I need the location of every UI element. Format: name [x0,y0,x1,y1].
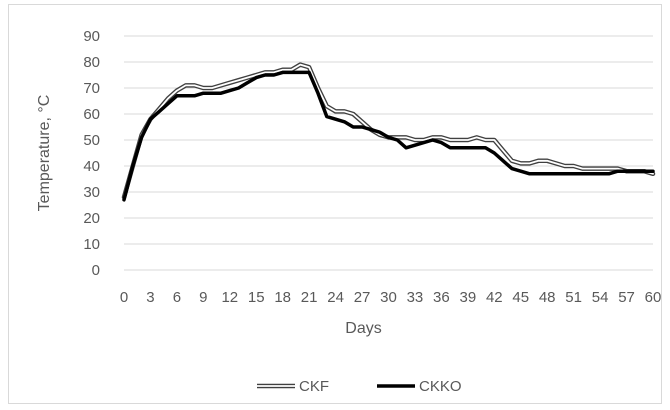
x-tick-label: 39 [460,289,477,306]
y-tick-label: 40 [83,158,100,175]
legend: CKF CKKO [257,378,462,395]
x-tick-label: 12 [221,289,238,306]
y-tick-label: 30 [83,184,100,201]
series-lines [121,62,656,202]
x-tick-label: 9 [199,289,207,306]
series-ckf-line-inner [123,63,654,199]
series-ckko-line [122,70,655,202]
x-tick-label: 27 [354,289,371,306]
x-tick-label: 36 [433,289,450,306]
x-tick-label: 42 [486,289,503,306]
legend-ckf-label: CKF [299,378,329,395]
x-tick-labels: 0 3 6 9 12 15 18 21 24 27 30 33 36 39 42 45 48 51 54 57 60 [120,289,662,306]
x-tick-label: 0 [120,289,128,306]
y-axis-title: Temperature, °C [36,95,53,212]
x-tick-label: 18 [274,289,291,306]
x-tick-label: 45 [512,289,529,306]
y-tick-label: 70 [83,80,100,97]
y-tick-label: 80 [83,54,100,71]
x-tick-label: 6 [173,289,181,306]
x-tick-label: 24 [327,289,344,306]
x-tick-label: 15 [248,289,265,306]
x-tick-label: 21 [301,289,318,306]
x-tick-label: 51 [565,289,582,306]
x-tick-label: 54 [592,289,609,306]
x-tick-label: 57 [618,289,635,306]
x-tick-label: 48 [539,289,556,306]
x-tick-label: 33 [407,289,424,306]
chart-frame: 0 10 20 30 40 50 60 70 80 90 0 3 6 9 12 15 18 21 24 27 30 33… [8,4,662,404]
y-tick-label: 60 [83,106,100,123]
x-tick-label: 3 [146,289,154,306]
legend-ckko-label: CKKO [419,378,462,395]
x-tick-label: 30 [380,289,397,306]
y-tick-label: 10 [83,236,100,253]
y-tick-label: 90 [83,28,100,45]
y-tick-label: 0 [92,262,100,279]
x-axis-title: Days [345,320,381,337]
y-tick-label: 20 [83,210,100,227]
gridlines [124,35,653,271]
y-tick-label: 50 [83,132,100,149]
y-tick-labels: 0 10 20 30 40 50 60 70 80 90 [83,28,100,279]
series-ckf-line [121,62,656,200]
x-tick-label: 60 [645,289,662,306]
